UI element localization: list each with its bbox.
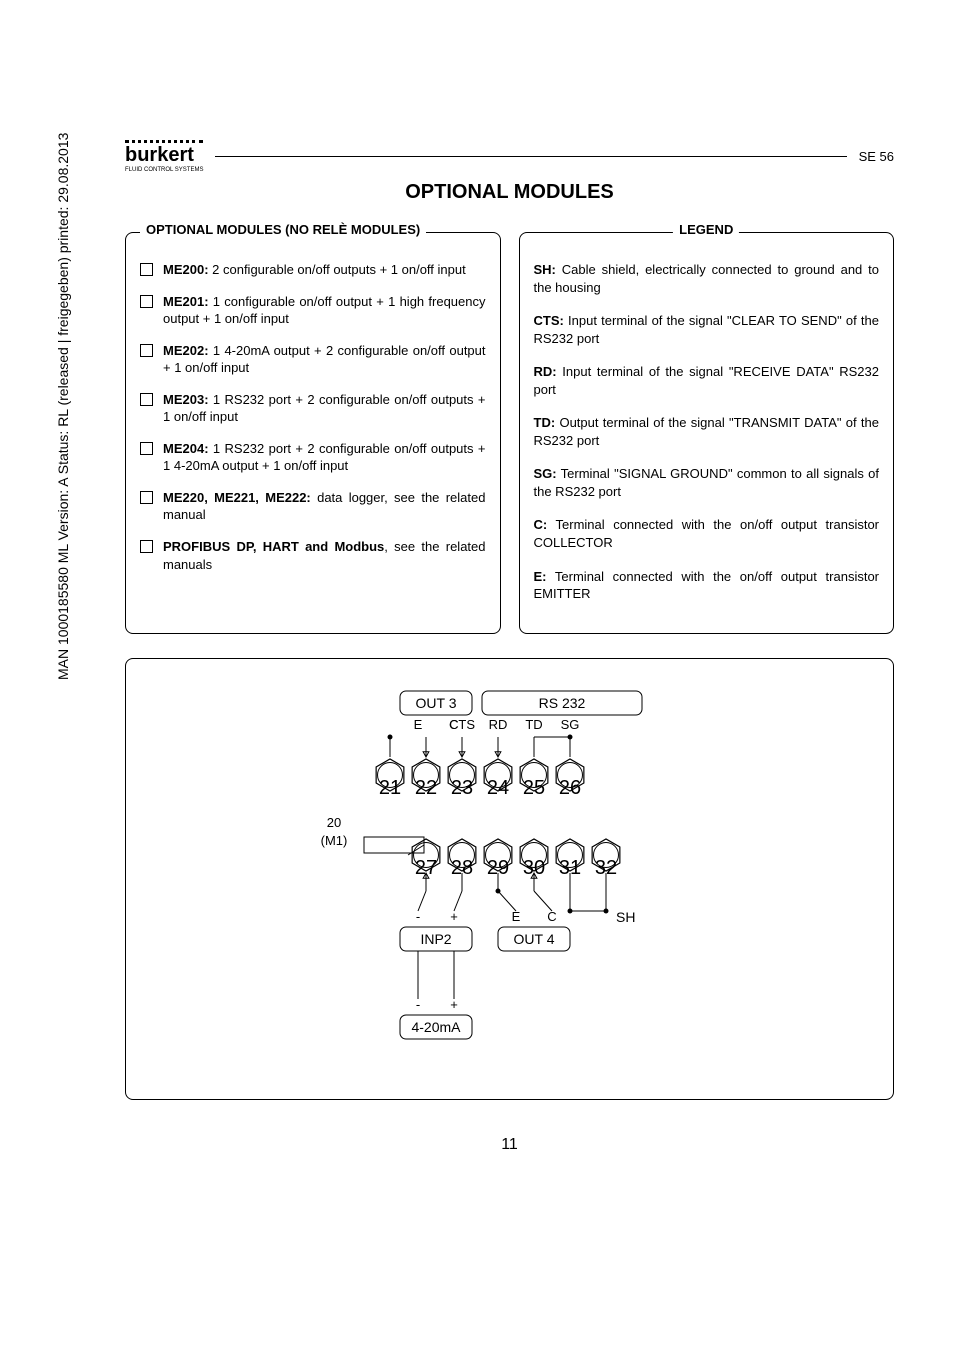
optional-modules-heading: OPTIONAL MODULES (NO RELÈ MODULES) — [140, 222, 426, 237]
checkbox-icon — [140, 295, 153, 308]
svg-text:(M1): (M1) — [320, 833, 347, 848]
module-item: PROFIBUS DP, HART and Modbus, see the re… — [140, 538, 486, 573]
svg-text:CTS: CTS — [449, 717, 475, 732]
brand-name: burkert — [125, 140, 203, 167]
svg-text:E: E — [511, 909, 520, 924]
module-item: ME203: 1 RS232 port + 2 configurable on/… — [140, 391, 486, 426]
legend-item: E: Terminal connected with the on/off ou… — [534, 568, 880, 603]
svg-text:RS 232: RS 232 — [538, 695, 585, 711]
legend-desc: Output terminal of the signal "TRANSMIT … — [534, 415, 880, 448]
legend-item: TD: Output terminal of the signal "TRANS… — [534, 414, 880, 449]
module-name: ME204: — [163, 441, 209, 456]
module-text: ME220, ME221, ME222: data logger, see th… — [163, 489, 486, 524]
svg-text:-: - — [415, 909, 419, 924]
header-row: burkert FLUID CONTROL SYSTEMS SE 56 — [125, 140, 894, 173]
module-text: ME203: 1 RS232 port + 2 configurable on/… — [163, 391, 486, 426]
checkbox-icon — [140, 393, 153, 406]
legend-desc: Input terminal of the signal "CLEAR TO S… — [534, 313, 880, 346]
checkbox-icon — [140, 344, 153, 357]
brand-logo: burkert FLUID CONTROL SYSTEMS — [125, 140, 203, 173]
module-desc: 2 configurable on/off outputs + 1 on/off… — [209, 262, 466, 277]
module-text: ME201: 1 configurable on/off output + 1 … — [163, 293, 486, 328]
page-code: SE 56 — [859, 149, 894, 164]
svg-text:+: + — [450, 909, 458, 924]
legend-item: RD: Input terminal of the signal "RECEIV… — [534, 363, 880, 398]
checkbox-icon — [140, 540, 153, 553]
module-item: ME201: 1 configurable on/off output + 1 … — [140, 293, 486, 328]
module-item: ME220, ME221, ME222: data logger, see th… — [140, 489, 486, 524]
header-rule — [215, 156, 846, 157]
terminal-diagram: OUT 3 E C RS 232 CTS RD TD SG 21 22 23 24 25 26 20 (M1)… — [250, 679, 770, 1079]
checkbox-icon — [140, 491, 153, 504]
svg-text:25: 25 — [522, 777, 544, 799]
legend-desc: Terminal connected with the on/off outpu… — [534, 569, 880, 602]
svg-text:23: 23 — [450, 777, 472, 799]
checkbox-icon — [140, 442, 153, 455]
svg-text:SH: SH — [616, 909, 635, 925]
page-title: OPTIONAL MODULES — [125, 181, 894, 204]
svg-text:E: E — [413, 717, 422, 732]
svg-text:26: 26 — [558, 777, 580, 799]
module-name: ME203: — [163, 392, 209, 407]
optional-modules-panel: OPTIONAL MODULES (NO RELÈ MODULES) ME200… — [125, 232, 501, 634]
svg-text:TD: TD — [525, 717, 542, 732]
svg-text:SG: SG — [560, 717, 579, 732]
svg-text:21: 21 — [378, 777, 400, 799]
module-text: ME204: 1 RS232 port + 2 configurable on/… — [163, 440, 486, 475]
svg-text:OUT 4: OUT 4 — [513, 931, 554, 947]
svg-text:RD: RD — [488, 717, 507, 732]
legend-desc: Input terminal of the signal "RECEIVE DA… — [534, 364, 880, 397]
legend-item: SH: Cable shield, electrically connected… — [534, 261, 880, 296]
module-desc: 1 4-20mA output + 2 configurable on/off … — [163, 343, 486, 376]
module-name: ME220, ME221, ME222: — [163, 490, 311, 505]
module-text: ME200: 2 configurable on/off outputs + 1… — [163, 261, 466, 279]
legend-key: RD: — [534, 364, 557, 379]
terminal-diagram-panel: OUT 3 E C RS 232 CTS RD TD SG 21 22 23 24 25 26 20 (M1)… — [125, 658, 894, 1100]
module-name: ME202: — [163, 343, 209, 358]
svg-text:OUT 3: OUT 3 — [415, 695, 456, 711]
legend-item: C: Terminal connected with the on/off ou… — [534, 516, 880, 551]
legend-desc: Terminal connected with the on/off outpu… — [534, 517, 880, 550]
module-item: ME204: 1 RS232 port + 2 configurable on/… — [140, 440, 486, 475]
module-name: PROFIBUS DP, HART and Modbus — [163, 539, 384, 554]
side-release-text: MAN 1000185580 ML Version: A Status: RL … — [55, 133, 71, 680]
module-desc: 1 RS232 port + 2 configurable on/off out… — [163, 441, 486, 474]
page-number: 11 — [125, 1136, 894, 1154]
svg-text:24: 24 — [486, 777, 508, 799]
module-text: PROFIBUS DP, HART and Modbus, see the re… — [163, 538, 486, 573]
svg-text:4-20mA: 4-20mA — [411, 1019, 461, 1035]
legend-heading: LEGEND — [673, 222, 739, 237]
legend-item: CTS: Input terminal of the signal "CLEAR… — [534, 312, 880, 347]
brand-subtitle: FLUID CONTROL SYSTEMS — [125, 167, 203, 173]
legend-panel: LEGEND SH: Cable shield, electrically co… — [519, 232, 895, 634]
legend-key: SG: — [534, 466, 557, 481]
module-item: ME200: 2 configurable on/off outputs + 1… — [140, 261, 486, 279]
checkbox-icon — [140, 263, 153, 276]
svg-text:22: 22 — [414, 777, 436, 799]
legend-key: TD: — [534, 415, 556, 430]
svg-text:-: - — [415, 997, 419, 1012]
svg-text:C: C — [547, 909, 556, 924]
svg-text:INP2: INP2 — [420, 931, 451, 947]
module-text: ME202: 1 4-20mA output + 2 configurable … — [163, 342, 486, 377]
legend-key: C: — [534, 517, 548, 532]
module-desc: 1 configurable on/off output + 1 high fr… — [163, 294, 486, 327]
legend-desc: Cable shield, electrically connected to … — [534, 262, 880, 295]
module-name: ME201: — [163, 294, 209, 309]
module-name: ME200: — [163, 262, 209, 277]
svg-text:+: + — [450, 997, 458, 1012]
legend-desc: Terminal "SIGNAL GROUND" common to all s… — [534, 466, 880, 499]
module-item: ME202: 1 4-20mA output + 2 configurable … — [140, 342, 486, 377]
module-desc: 1 RS232 port + 2 configurable on/off out… — [163, 392, 486, 425]
legend-key: SH: — [534, 262, 556, 277]
svg-text:20: 20 — [326, 815, 340, 830]
legend-item: SG: Terminal "SIGNAL GROUND" common to a… — [534, 465, 880, 500]
legend-key: E: — [534, 569, 547, 584]
legend-key: CTS: — [534, 313, 564, 328]
